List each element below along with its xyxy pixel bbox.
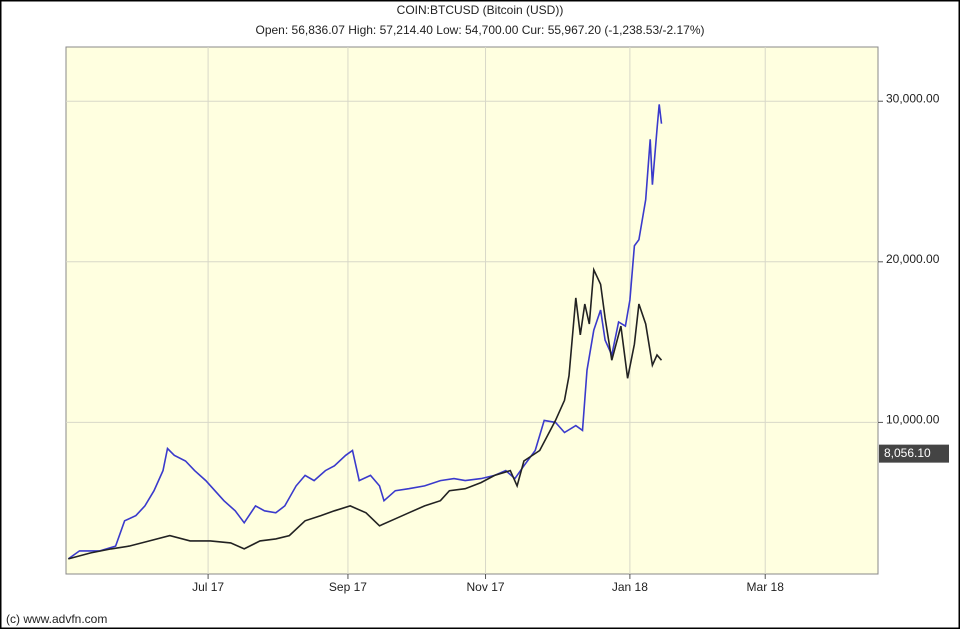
x-tick-label: Mar 18 — [747, 580, 785, 594]
last-value-label: 8,056.10 — [884, 446, 931, 460]
x-tick-label: Jul 17 — [192, 580, 224, 594]
series-line — [68, 266, 663, 560]
chart-title: COIN:BTCUSD (Bitcoin (USD)) — [397, 3, 564, 17]
footer: (c) www.advfn.com — [6, 612, 107, 626]
last-value-box — [879, 444, 949, 463]
series-line — [67, 104, 663, 560]
y-tick-label: 30,000.00 — [886, 91, 940, 105]
x-tick-label: Sep 17 — [329, 580, 367, 594]
x-tick-label: Nov 17 — [467, 580, 505, 594]
plot-area — [65, 46, 879, 575]
chart-subtitle: Open: 56,836.07 High: 57,214.40 Low: 54,… — [256, 23, 705, 37]
y-tick-label: 20,000.00 — [886, 252, 940, 266]
y-tick-label: 10,000.00 — [886, 413, 940, 427]
x-tick-label: Jan 18 — [612, 580, 648, 594]
